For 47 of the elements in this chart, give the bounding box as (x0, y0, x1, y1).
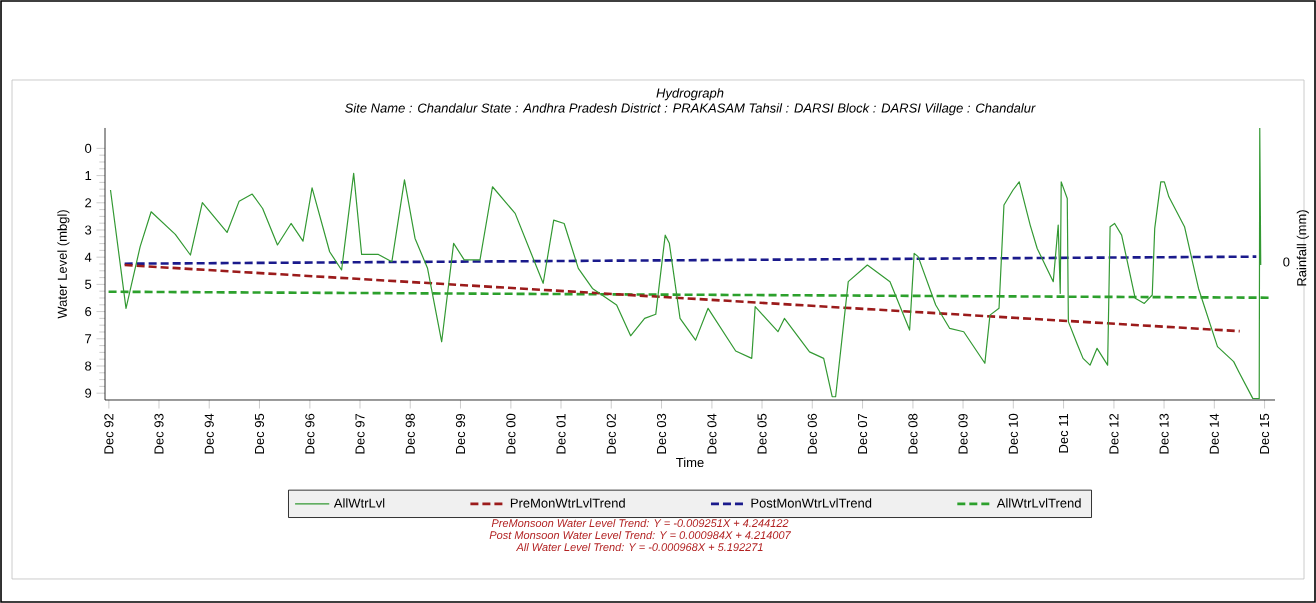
x-tick-label: Dec 92 (104, 413, 114, 454)
y2-axis-title: Rainfall (mm) (1296, 210, 1309, 286)
x-tick-label: Dec 05 (757, 413, 767, 454)
chart-subtitle: Site Name : Chandalur State : Andhra Pradesh District : PRAKASAM Tahsil : DARSI Block : DARSI Village : Chandalur (345, 103, 1036, 116)
x-tick-label: Dec 14 (1209, 413, 1219, 454)
legend-label: PostMonWtrLvlTrend (751, 498, 872, 508)
x-tick-label: Dec 02 (606, 413, 616, 454)
chart-title: Hydrograph (656, 88, 724, 101)
y-tick-label: 5 (85, 279, 92, 289)
x-tick-label: Dec 01 (556, 413, 566, 454)
legend-label: AllWtrLvl (333, 498, 385, 508)
x-tick-label: Dec 13 (1159, 413, 1169, 454)
x-tick-label: Dec 94 (204, 413, 214, 454)
x-axis-title: Time (676, 457, 704, 468)
text: PreMonsoon Water Level Trend: Y = -0.009251X + 4.244122 (491, 518, 789, 528)
text: All Water Level Trend: Y = -0.000968X + 5.192271 (515, 542, 763, 552)
x-tick-label: Dec 12 (1109, 413, 1119, 454)
x-tick-label: Dec 97 (355, 413, 365, 454)
text: 0 (1283, 257, 1290, 267)
x-tick-label: Dec 99 (455, 413, 466, 454)
x-tick-label: Dec 11 (1059, 413, 1069, 453)
y-tick-label: 8 (85, 361, 92, 371)
y-tick-label: 6 (85, 307, 92, 317)
x-tick-label: Dec 04 (707, 413, 717, 454)
y-tick-label: 9 (85, 388, 92, 398)
x-tick-label: Dec 08 (908, 413, 918, 454)
x-tick-label: Dec 06 (807, 413, 817, 454)
y-tick-label: 7 (85, 334, 92, 344)
y-axis-title: Water Level (mbgl) (57, 210, 70, 319)
x-tick-label: Dec 98 (405, 413, 415, 454)
y-tick-label: 3 (85, 225, 92, 235)
x-tick-label: Dec 00 (506, 413, 516, 454)
y-tick-label: 0 (85, 143, 92, 153)
legend-label: AllWtrLvlTrend (996, 498, 1081, 508)
legend-label: PreMonWtrLvlTrend (510, 498, 625, 508)
x-tick-label: Dec 93 (154, 413, 164, 454)
x-tick-label: Dec 15 (1260, 413, 1270, 454)
x-tick-label: Dec 07 (857, 413, 868, 454)
y-tick-label: 2 (85, 198, 92, 208)
y-tick-label: 1 (85, 171, 92, 181)
x-tick-label: Dec 09 (958, 413, 968, 454)
x-tick-label: Dec 10 (1008, 413, 1018, 454)
x-tick-label: Dec 96 (305, 413, 315, 454)
text: Post Monsoon Water Level Trend: Y = 0.000984X + 4.214007 (489, 530, 792, 540)
x-tick-label: Dec 03 (656, 413, 667, 454)
x-tick-label: Dec 95 (254, 413, 265, 454)
y-tick-label: 4 (84, 252, 92, 262)
